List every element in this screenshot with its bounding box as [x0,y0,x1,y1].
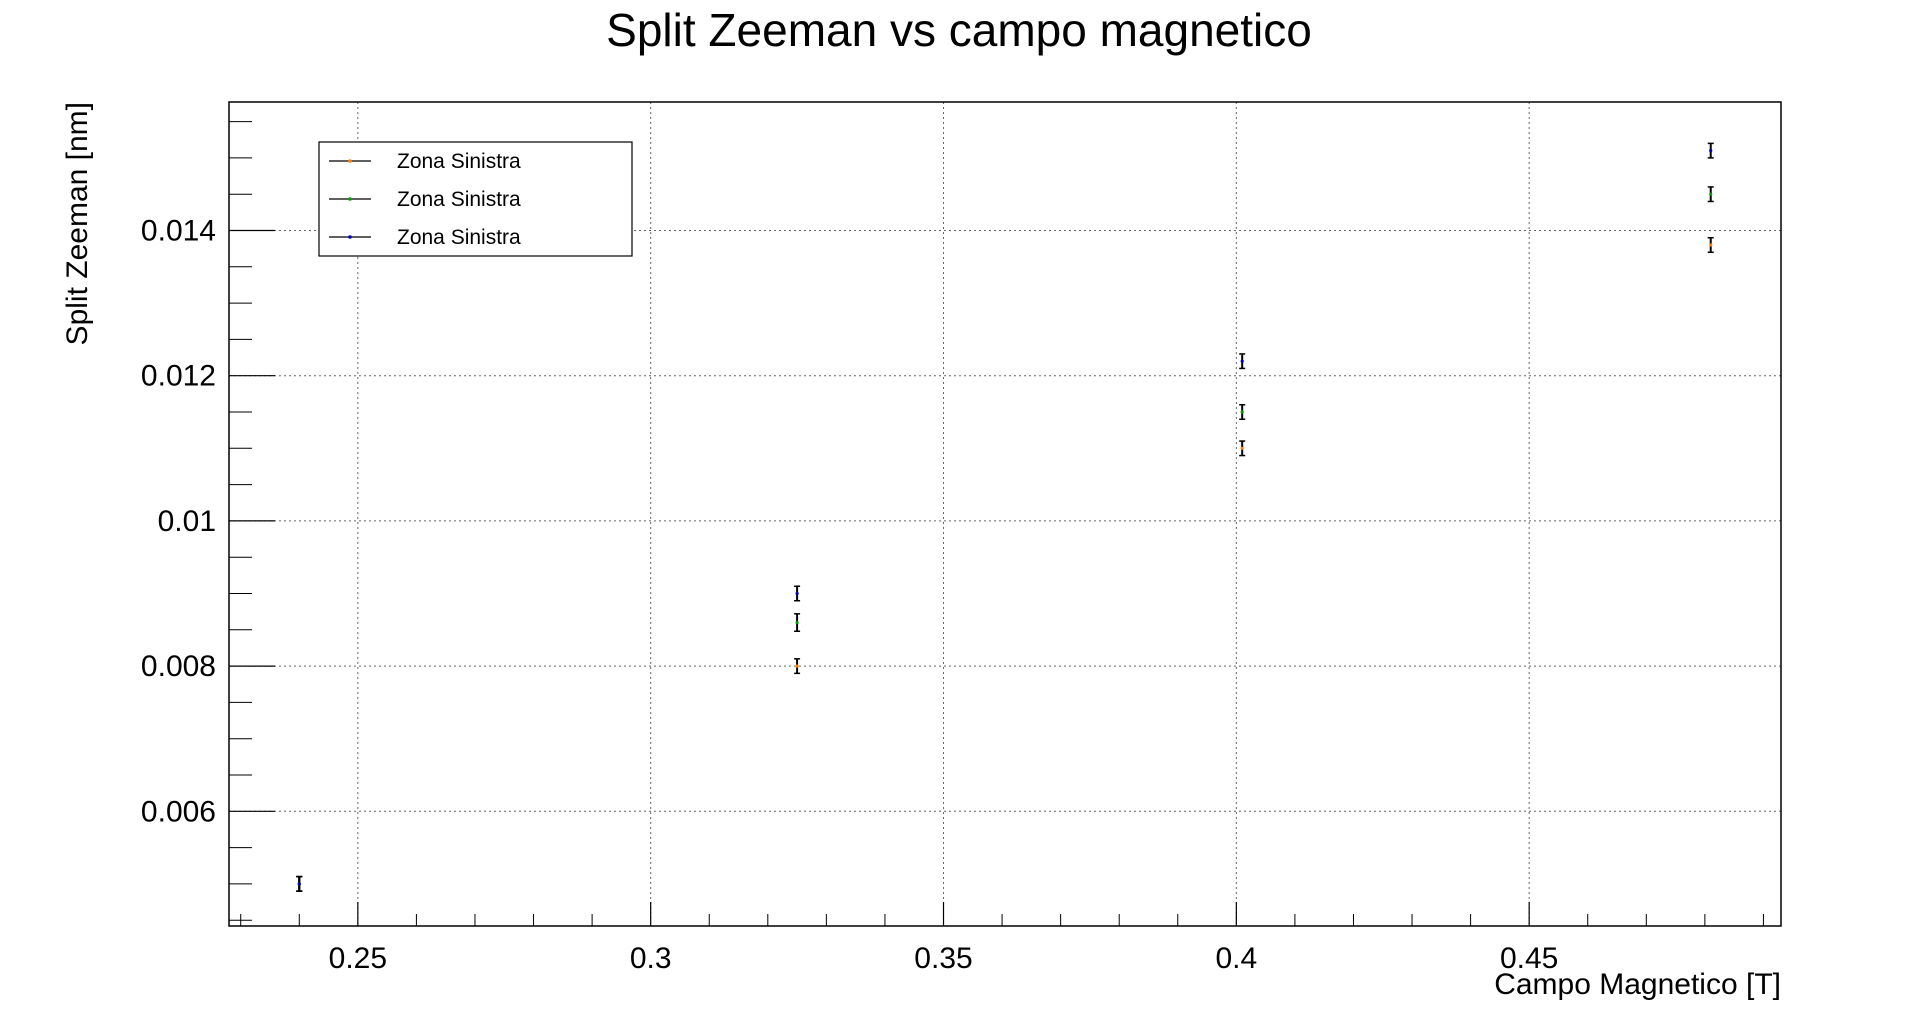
data-point [1707,142,1714,159]
point-marker [795,620,799,625]
point-marker [1240,359,1244,363]
point-marker [1240,410,1244,414]
point-marker [1709,149,1713,153]
x-axis-label: Campo Magnetico [T] [1494,968,1781,1001]
y-tick-label: 0.014 [141,215,216,248]
data-point [1239,353,1246,370]
point-marker [1240,446,1244,450]
point-marker [795,591,799,596]
data-points [296,142,1714,892]
x-tick-label: 0.35 [914,942,972,975]
legend-box [318,141,633,257]
x-tick-label: 0.3 [630,942,672,975]
legend-label: Zona Sinistra [397,188,521,211]
data-point [794,658,801,675]
y-tick-label: 0.006 [141,795,216,828]
data-point [1707,186,1714,203]
legend: Zona Sinistra Zona Sinistra Zona Sinistra [318,141,633,257]
y-tick-label: 0.01 [158,505,216,538]
axes: 0.25 0.3 0.35 0.4 0.45 0.006 0.008 0.01 0.012 0.0… [141,121,1764,975]
y-tick-label: 0.012 [141,360,216,393]
legend-marker [348,159,352,163]
data-point [794,613,801,632]
point-marker [795,664,799,668]
x-tick-label: 0.4 [1215,942,1257,975]
point-marker [297,882,301,886]
plot-frame [228,101,1782,927]
y-axis-label: Split Zeeman [nm] [61,102,94,345]
legend-entry: Zona Sinistra [329,150,521,173]
data-point [296,875,303,892]
point-marker [1709,192,1713,196]
legend-entry: Zona Sinistra [329,188,521,211]
x-tick-label: 0.45 [1500,942,1558,975]
data-point [1239,403,1246,421]
legend-entry: Zona Sinistra [329,226,521,249]
chart-title: Split Zeeman vs campo magnetico [606,4,1312,56]
legend-label: Zona Sinistra [397,226,521,249]
y-tick-label: 0.008 [141,650,216,683]
legend-marker [348,197,352,201]
x-tick-label: 0.25 [329,942,387,975]
legend-label: Zona Sinistra [397,150,521,173]
legend-marker [348,235,352,239]
data-point [1707,237,1714,254]
data-point [794,585,801,602]
grid [229,102,1781,926]
data-point [1239,440,1246,457]
point-marker [1709,243,1713,247]
